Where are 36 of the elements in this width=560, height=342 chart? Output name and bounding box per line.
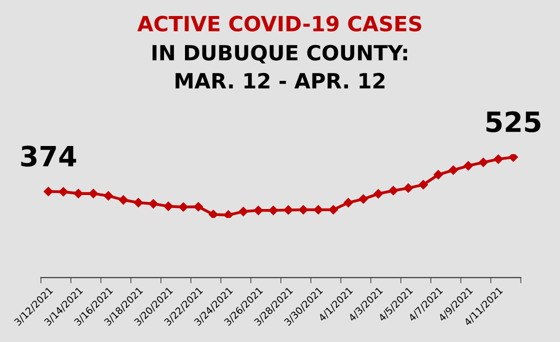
chart-subtitle: IN DUBUQUE COUNTY: MAR. 12 - APR. 12 xyxy=(152,44,408,88)
point xyxy=(478,158,488,167)
chart-title: ACTIVE COVID-19 CASES xyxy=(137,16,422,32)
point xyxy=(134,198,143,208)
point xyxy=(58,187,68,196)
point xyxy=(314,205,323,214)
point xyxy=(434,170,443,180)
point xyxy=(268,206,278,216)
point xyxy=(404,183,413,193)
point xyxy=(494,154,503,164)
point xyxy=(178,202,188,212)
point xyxy=(164,202,173,211)
point xyxy=(88,188,98,198)
point xyxy=(118,195,128,205)
point xyxy=(344,198,353,208)
point xyxy=(238,206,248,216)
point xyxy=(74,188,83,198)
data-label: 374 xyxy=(21,146,76,167)
point xyxy=(358,194,368,204)
point xyxy=(418,180,428,190)
point xyxy=(328,205,338,214)
point xyxy=(298,205,308,214)
point xyxy=(508,154,518,162)
point xyxy=(104,191,113,200)
point xyxy=(448,165,458,175)
point xyxy=(208,210,218,218)
point xyxy=(44,186,53,196)
point xyxy=(224,210,233,218)
point xyxy=(254,206,263,216)
point xyxy=(194,202,203,212)
point xyxy=(284,205,293,215)
point xyxy=(148,199,158,208)
point xyxy=(464,161,473,170)
data-label: 525 xyxy=(486,111,540,132)
point xyxy=(388,186,398,196)
point xyxy=(374,189,383,198)
